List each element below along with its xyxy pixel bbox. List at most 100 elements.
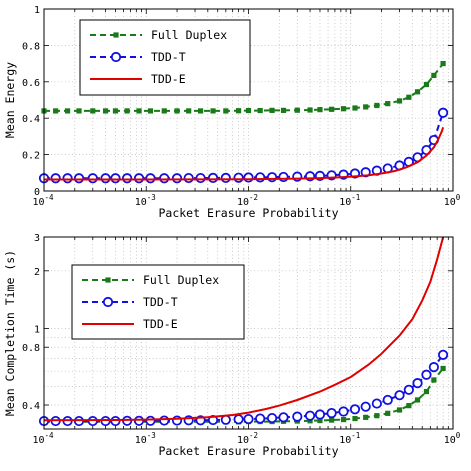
data-point xyxy=(414,397,421,403)
x-tick-label: 10-4 xyxy=(32,193,54,208)
data-point xyxy=(145,415,156,426)
data-point xyxy=(304,410,316,421)
data-point xyxy=(110,173,121,184)
data-point xyxy=(385,101,391,107)
data-point xyxy=(122,173,133,184)
data-point xyxy=(382,394,393,406)
legend-label: Full Duplex xyxy=(143,273,219,287)
x-tick-label: 10-1 xyxy=(339,193,360,208)
y-axis-label: Mean Energy xyxy=(3,62,17,138)
data-point xyxy=(363,104,369,110)
data-point xyxy=(338,406,349,417)
data-point xyxy=(243,172,254,183)
data-point xyxy=(87,173,98,184)
data-point xyxy=(307,418,313,424)
data-point xyxy=(62,173,73,184)
data-point xyxy=(278,171,289,183)
data-point xyxy=(100,173,111,184)
y-tick-label: 0.8 xyxy=(22,41,40,52)
data-point xyxy=(440,365,446,372)
data-point xyxy=(360,401,371,412)
series-line xyxy=(44,127,445,181)
data-point xyxy=(90,108,96,114)
chart-1: 10-4 10-3 10-2 10-1 100 0 0.2 0.4 0.6 0.8 1 Packet … xyxy=(3,5,461,220)
legend-label: Full Duplex xyxy=(151,28,227,42)
data-point xyxy=(195,172,206,184)
data-point xyxy=(292,411,303,422)
data-point xyxy=(431,377,437,383)
x-tick-label: 10-4 xyxy=(32,431,54,446)
x-tick-label: 10-1 xyxy=(339,431,360,446)
data-point xyxy=(161,108,167,114)
legend-label: TDD-T xyxy=(151,50,186,64)
data-point xyxy=(437,107,449,118)
data-point xyxy=(183,172,194,184)
data-point xyxy=(110,415,121,427)
y-ticks xyxy=(44,8,453,192)
x-tick-label: 100 xyxy=(444,193,461,208)
data-point xyxy=(349,404,361,415)
data-point xyxy=(269,107,275,113)
data-point xyxy=(243,413,254,425)
x-tick-label: 10-2 xyxy=(237,193,258,208)
data-point xyxy=(307,107,313,113)
legend-marker xyxy=(110,51,122,63)
data-point xyxy=(374,413,380,419)
chart-2: 10-4 10-3 10-2 10-1 100 0.4 0.8 1 2 3 Packet Erasu… xyxy=(3,233,461,458)
data-point xyxy=(403,384,414,395)
y-tick-label: 0.8 xyxy=(22,343,40,354)
legend-label: TDD-E xyxy=(143,317,178,331)
data-point xyxy=(159,415,170,426)
legend-marker xyxy=(113,32,119,38)
y-tick-label: 0.6 xyxy=(22,78,40,89)
y-tick-label: 1 xyxy=(34,5,40,16)
data-point xyxy=(53,108,59,114)
data-point xyxy=(136,108,142,114)
data-point xyxy=(396,407,403,413)
data-point xyxy=(406,403,412,409)
data-point xyxy=(294,107,300,113)
data-point xyxy=(428,362,439,373)
y-tick-label: 0.4 xyxy=(22,114,40,125)
y-tick-label: 3 xyxy=(34,233,40,244)
data-point xyxy=(197,108,204,114)
data-point xyxy=(396,98,403,104)
x-ticks xyxy=(43,237,454,429)
data-point xyxy=(186,108,192,114)
legend-box xyxy=(79,19,251,96)
data-point xyxy=(280,107,287,113)
data-point xyxy=(421,369,432,380)
y-tick-label: 0.2 xyxy=(22,151,40,162)
data-point xyxy=(233,172,244,183)
data-point xyxy=(147,108,154,114)
series-tdd-e xyxy=(44,127,445,181)
data-point xyxy=(50,173,61,184)
data-point xyxy=(326,408,337,419)
y-axis-label: Mean Completion Time (s) xyxy=(3,250,17,416)
data-point xyxy=(233,414,244,425)
data-point xyxy=(133,415,145,426)
series-line xyxy=(43,236,445,422)
data-point xyxy=(73,173,85,184)
data-point xyxy=(329,106,335,112)
data-point xyxy=(394,390,405,401)
data-point xyxy=(159,173,170,184)
data-point xyxy=(266,412,278,424)
data-point xyxy=(440,61,446,67)
data-point xyxy=(374,102,380,109)
legend-label: TDD-T xyxy=(143,295,178,309)
legend-marker xyxy=(105,277,111,283)
data-point xyxy=(406,94,412,100)
data-point xyxy=(363,414,369,420)
data-point xyxy=(207,172,219,183)
data-point xyxy=(352,415,358,422)
data-point xyxy=(340,106,347,112)
data-point xyxy=(76,108,82,114)
series-tdd-e xyxy=(43,236,445,422)
data-point xyxy=(423,81,430,88)
x-tick-label: 10-2 xyxy=(237,431,258,446)
data-point xyxy=(278,412,289,423)
data-point xyxy=(431,72,437,79)
y-ticks xyxy=(44,236,453,406)
x-tick-label: 10-3 xyxy=(135,431,156,446)
